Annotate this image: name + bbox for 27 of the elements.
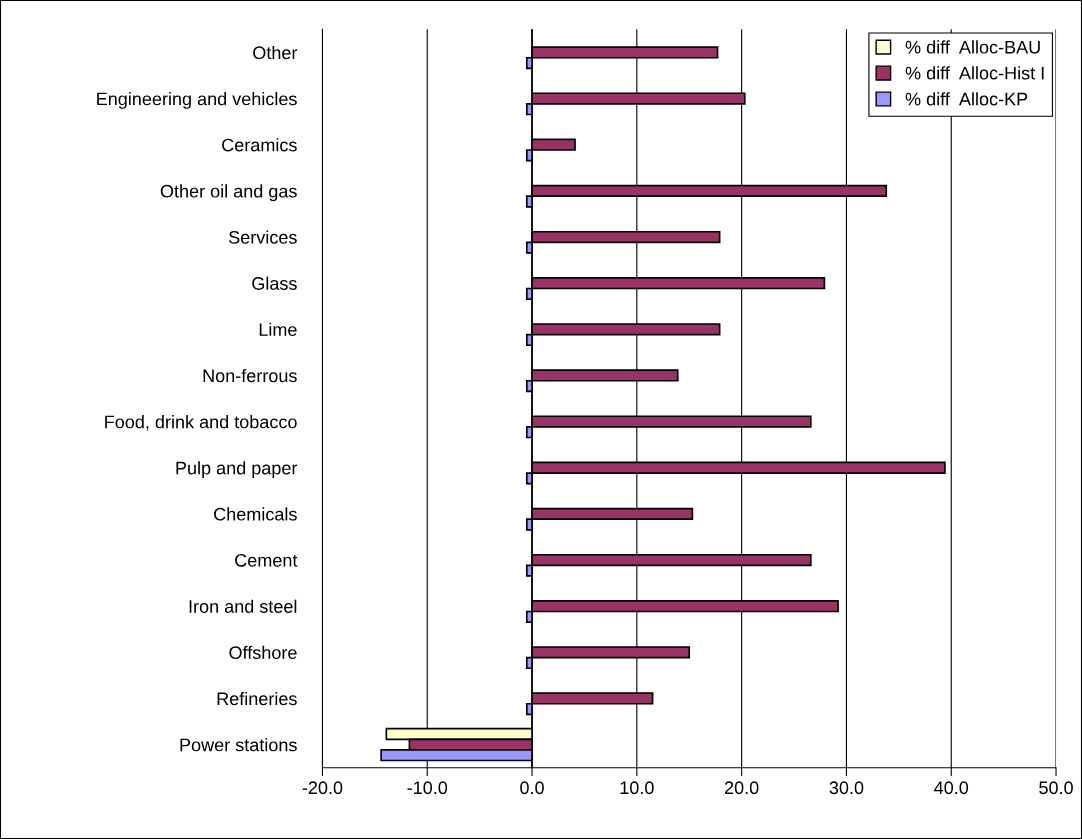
y-tick-label: Iron and steel xyxy=(189,599,297,613)
y-tick-label: Other oil and gas xyxy=(160,184,297,202)
x-tick-label: 10.0 xyxy=(620,781,654,795)
x-tick-label: 30.0 xyxy=(829,781,864,795)
y-tick-label: Services xyxy=(229,230,297,244)
x-tick-label: 20.0 xyxy=(724,781,759,795)
y-tick-label: Ceramics xyxy=(222,138,297,152)
y-tick-label: Other xyxy=(253,45,298,60)
x-tick-label: -10.0 xyxy=(407,781,448,795)
y-tick-label: Glass xyxy=(252,276,297,290)
y-tick-label: Engineering and vehicles xyxy=(97,92,297,109)
x-tick-label: 50.0 xyxy=(1039,781,1073,795)
legend-label: % diff Alloc-KP xyxy=(905,92,1028,106)
y-tick-label: Chemicals xyxy=(214,507,297,521)
y-tick-label: Power stations xyxy=(180,738,297,752)
y-tick-label: Refineries xyxy=(217,691,297,706)
x-tick-label: 0.0 xyxy=(520,781,544,795)
y-tick-label: Food, drink and tobacco xyxy=(105,415,297,431)
y-tick-label: Offshore xyxy=(229,645,297,660)
y-tick-label: Pulp and paper xyxy=(176,461,298,479)
x-tick-label: 40.0 xyxy=(934,781,969,795)
legend-label: % diff Alloc-BAU xyxy=(905,40,1040,54)
y-tick-label: Non-ferrous xyxy=(203,368,297,383)
y-tick-label: Cement xyxy=(235,553,298,567)
legend-label: % diff Alloc-Hist I xyxy=(905,66,1044,80)
x-tick-label: -20.0 xyxy=(302,781,343,795)
y-tick-label: Lime xyxy=(259,322,297,337)
